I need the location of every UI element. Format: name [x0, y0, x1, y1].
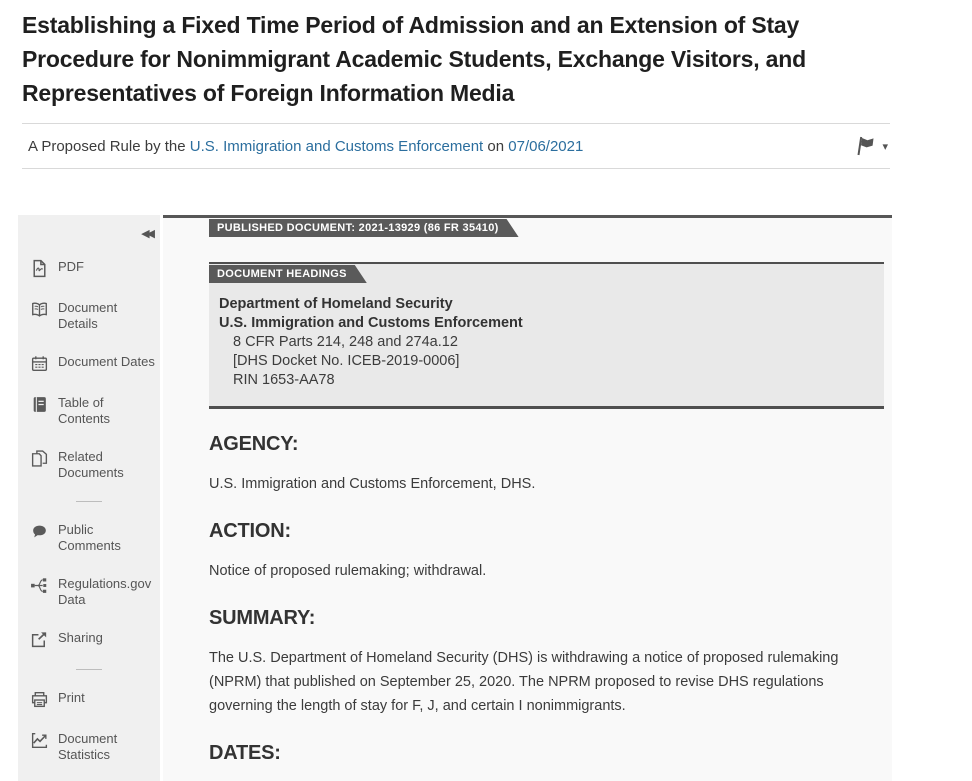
- published-document-banner: PUBLISHED DOCUMENT: 2021-13929 (86 FR 35…: [209, 219, 519, 237]
- book-icon: [30, 395, 49, 414]
- chart-icon: [30, 731, 49, 750]
- sidebar-item-label: Document Statistics: [58, 731, 118, 762]
- calendar-icon: [30, 354, 49, 373]
- flag-icon: [854, 135, 878, 157]
- page-title: Establishing a Fixed Time Period of Admi…: [22, 12, 806, 106]
- sidebar-item-label: Print: [58, 690, 85, 705]
- sidebar: ◀◀ PDF Document: [18, 215, 160, 781]
- headings-docket-line: [DHS Docket No. ICEB-2019-0006]: [233, 353, 460, 369]
- comment-icon: [30, 522, 49, 541]
- sidebar-item-label: Document Dates: [58, 354, 155, 369]
- headings-rin-line: RIN 1653-AA78: [233, 372, 335, 388]
- sidebar-item-label: Regulations.gov Data: [58, 576, 152, 607]
- document-content: PUBLISHED DOCUMENT: 2021-13929 (86 FR 35…: [163, 215, 892, 781]
- book-open-icon: [30, 300, 49, 319]
- subtitle: A Proposed Rule by the U.S. Immigration …: [28, 138, 583, 155]
- summary-body: The U.S. Department of Homeland Security…: [209, 650, 839, 714]
- agency-heading: AGENCY:: [209, 433, 299, 455]
- agency-link[interactable]: U.S. Immigration and Customs Enforcement: [189, 137, 484, 155]
- action-body: Notice of proposed rulemaking; withdrawa…: [209, 563, 487, 579]
- document-header: Establishing a Fixed Time Period of Admi…: [22, 8, 890, 169]
- sidebar-item-sharing[interactable]: Sharing: [18, 619, 160, 660]
- sidebar-item-regulations-gov-data[interactable]: Regulations.gov Data: [18, 565, 160, 619]
- collapse-sidebar-button[interactable]: ◀◀: [141, 228, 155, 240]
- copy-icon: [30, 449, 49, 468]
- printer-icon: [30, 690, 49, 709]
- sidebar-item-document-statistics[interactable]: Document Statistics: [18, 720, 160, 774]
- doc-layout: ◀◀ PDF Document: [18, 215, 892, 781]
- sidebar-item-document-details[interactable]: Document Details: [18, 289, 160, 343]
- sidebar-item-label: PDF: [58, 259, 84, 274]
- pdf-icon: [30, 259, 49, 278]
- sidebar-divider: [76, 669, 102, 670]
- sidebar-divider: [76, 501, 102, 502]
- document-headings-box: DOCUMENT HEADINGS Department of Homeland…: [209, 262, 884, 409]
- subtitle-on: on: [483, 137, 509, 155]
- dates-heading: DATES:: [209, 742, 281, 764]
- summary-heading: SUMMARY:: [209, 607, 316, 629]
- caret-down-icon: ▾: [882, 140, 888, 153]
- action-heading: ACTION:: [209, 520, 291, 542]
- subtitle-row: A Proposed Rule by the U.S. Immigration …: [22, 123, 890, 169]
- document-headings-label: DOCUMENT HEADINGS: [209, 265, 367, 283]
- sidebar-item-label: Sharing: [58, 630, 103, 645]
- headings-agency-line: Department of Homeland Security: [219, 296, 453, 312]
- sidebar-item-label: Table of Contents: [58, 395, 111, 426]
- headings-agency-line: U.S. Immigration and Customs Enforcement: [219, 315, 523, 331]
- agency-body: U.S. Immigration and Customs Enforcement…: [209, 476, 536, 492]
- subtitle-prefix: A Proposed Rule by the: [28, 137, 190, 155]
- share-nodes-icon: [30, 576, 49, 595]
- sidebar-item-other-formats[interactable]: Other Formats: [18, 774, 160, 781]
- sidebar-item-label: Public Comments: [58, 522, 121, 553]
- sidebar-item-document-dates[interactable]: Document Dates: [18, 343, 160, 384]
- share-icon: [30, 630, 49, 649]
- flag-menu-button[interactable]: ▾: [854, 135, 888, 157]
- sidebar-item-public-comments[interactable]: Public Comments: [18, 511, 160, 565]
- sidebar-content-gap: [160, 215, 163, 781]
- sidebar-item-pdf[interactable]: PDF: [18, 248, 160, 289]
- sidebar-item-table-of-contents[interactable]: Table of Contents: [18, 384, 160, 438]
- date-link[interactable]: 07/06/2021: [508, 137, 584, 155]
- headings-cfr-line: 8 CFR Parts 214, 248 and 274a.12: [233, 334, 458, 350]
- sidebar-item-related-documents[interactable]: Related Documents: [18, 438, 160, 492]
- sidebar-item-label: Related Documents: [58, 449, 124, 480]
- sidebar-item-print[interactable]: Print: [18, 679, 160, 720]
- sidebar-item-label: Document Details: [58, 300, 118, 331]
